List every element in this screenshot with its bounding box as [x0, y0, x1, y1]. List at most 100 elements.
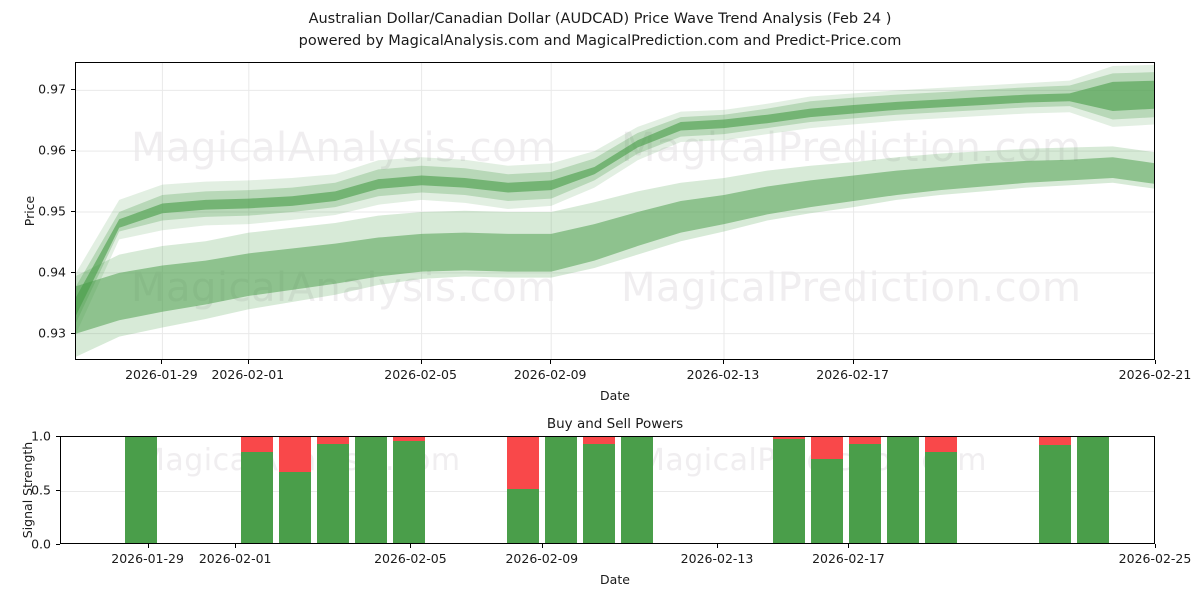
bar-group[interactable] — [583, 437, 615, 543]
price-y-tick-label: 0.94 — [38, 264, 66, 280]
price-plot-area[interactable]: MagicalAnalysis.com MagicalPrediction.co… — [75, 62, 1155, 360]
power-x-tick-label: 2026-02-05 — [374, 551, 447, 566]
sell-power-segment[interactable] — [393, 437, 425, 442]
price-y-tick-mark — [71, 211, 75, 212]
power-x-tick-label: 2026-01-29 — [111, 551, 184, 566]
power-y-tick-mark — [56, 490, 60, 491]
power-x-tick-label: 2026-02-13 — [680, 551, 754, 566]
buy-sell-powers-panel: Buy and Sell Powers MagicalAnalysis.com … — [0, 400, 1200, 600]
buy-power-segment[interactable] — [393, 441, 425, 543]
bar-group[interactable] — [241, 437, 273, 543]
price-y-tick-mark — [71, 332, 75, 334]
bar-group[interactable] — [1039, 437, 1071, 543]
buy-power-segment[interactable] — [1077, 437, 1109, 543]
power-y-axis-label: Signal Strength — [20, 441, 35, 539]
bar-group[interactable] — [279, 437, 311, 543]
buy-power-segment[interactable] — [355, 437, 387, 543]
power-x-tick-mark — [235, 544, 237, 548]
buy-power-segment[interactable] — [887, 437, 919, 543]
power-x-tick-mark — [147, 544, 149, 548]
price-x-tick-mark — [161, 360, 163, 364]
price-x-tick-label: 2026-02-17 — [816, 367, 889, 382]
power-y-tick-mark — [56, 544, 60, 545]
buy-power-segment[interactable] — [317, 443, 349, 543]
power-y-tick-mark — [56, 436, 60, 437]
power-x-tick-label: 2026-02-25 — [1118, 551, 1192, 566]
bar-group[interactable] — [355, 437, 387, 543]
buy-power-segment[interactable] — [925, 452, 957, 543]
sell-power-segment[interactable] — [849, 437, 881, 444]
power-x-tick-mark — [717, 544, 718, 548]
sell-power-segment[interactable] — [583, 437, 615, 444]
buy-power-segment[interactable] — [241, 452, 273, 543]
sell-power-segment[interactable] — [507, 437, 539, 489]
buy-power-segment[interactable] — [811, 458, 843, 543]
price-x-axis-label: Date — [600, 388, 630, 403]
price-y-tick-label: 0.97 — [38, 81, 66, 97]
price-x-tick-mark — [852, 360, 854, 364]
bar-group[interactable] — [621, 437, 653, 543]
chart-subtitle: powered by MagicalAnalysis.com and Magic… — [298, 33, 902, 49]
price-x-tick-mark — [247, 360, 249, 364]
bar-group[interactable] — [545, 437, 577, 543]
buy-power-segment[interactable] — [849, 443, 881, 543]
sell-power-segment[interactable] — [279, 437, 311, 472]
power-y-tick-label: 0.0 — [31, 536, 51, 552]
bar-group[interactable] — [925, 437, 957, 543]
sell-power-segment[interactable] — [925, 437, 957, 453]
bar-group[interactable] — [1077, 437, 1109, 543]
power-x-axis-label: Date — [600, 572, 630, 587]
buy-power-segment[interactable] — [1039, 444, 1071, 543]
bar-group[interactable] — [887, 437, 919, 543]
buy-power-segment[interactable] — [507, 489, 539, 543]
price-x-tick-mark — [550, 360, 552, 364]
price-x-tick-mark — [723, 360, 724, 364]
power-x-tick-mark — [541, 544, 543, 548]
price-x-tick-label: 2026-02-05 — [384, 367, 457, 382]
sell-power-segment[interactable] — [241, 437, 273, 453]
buy-power-segment[interactable] — [621, 437, 653, 543]
wave-band — [76, 80, 1154, 316]
buy-power-segment[interactable] — [583, 443, 615, 543]
power-x-tick-label: 2026-02-17 — [812, 551, 885, 566]
price-x-tick-label: 2026-02-09 — [513, 367, 587, 382]
sell-power-segment[interactable] — [317, 437, 349, 444]
bar-group[interactable] — [773, 437, 805, 543]
power-x-tick-mark — [410, 544, 412, 548]
power-y-tick-label: 1.0 — [31, 428, 51, 444]
power-x-tick-label: 2026-02-09 — [505, 551, 579, 566]
sell-power-segment[interactable] — [773, 437, 805, 440]
price-x-tick-label: 2026-01-29 — [125, 367, 198, 382]
bar-group[interactable] — [125, 437, 157, 543]
buy-sell-powers-title: Buy and Sell Powers — [546, 416, 684, 432]
price-x-tick-label: 2026-02-21 — [1118, 367, 1192, 382]
price-y-tick-label: 0.95 — [38, 203, 66, 219]
price-y-tick-mark — [71, 150, 75, 152]
sell-power-segment[interactable] — [811, 437, 843, 459]
power-x-tick-mark — [1155, 544, 1156, 548]
buy-sell-powers-plot-area[interactable]: MagicalAnalysis.com MagicalPrediction.co… — [60, 436, 1155, 544]
buy-power-segment[interactable] — [125, 437, 157, 543]
price-x-tick-label: 2026-02-01 — [211, 367, 285, 382]
sell-power-segment[interactable] — [1039, 437, 1071, 445]
bar-group[interactable] — [393, 437, 425, 543]
bar-group[interactable] — [811, 437, 843, 543]
price-y-tick-mark — [71, 271, 75, 273]
buy-power-segment[interactable] — [279, 471, 311, 543]
bar-group[interactable] — [317, 437, 349, 543]
power-x-tick-mark — [848, 544, 850, 548]
power-x-tick-label: 2026-02-01 — [198, 551, 272, 566]
price-y-axis-label: Price — [22, 195, 37, 227]
wave-band — [76, 157, 1154, 334]
buy-power-segment[interactable] — [773, 439, 805, 543]
price-x-tick-mark — [1155, 360, 1156, 364]
bar-group[interactable] — [507, 437, 539, 543]
price-x-tick-label: 2026-02-13 — [686, 367, 760, 382]
price-y-tick-label: 0.93 — [38, 325, 66, 341]
price-wave-bands — [76, 63, 1154, 359]
power-y-tick-label: 0.5 — [31, 482, 51, 498]
chart-title: Australian Dollar/Canadian Dollar (AUDCA… — [308, 11, 892, 27]
buy-power-segment[interactable] — [545, 437, 577, 543]
bar-group[interactable] — [849, 437, 881, 543]
price-wave-chart-panel: MagicalAnalysis.com MagicalPrediction.co… — [22, 62, 1192, 403]
